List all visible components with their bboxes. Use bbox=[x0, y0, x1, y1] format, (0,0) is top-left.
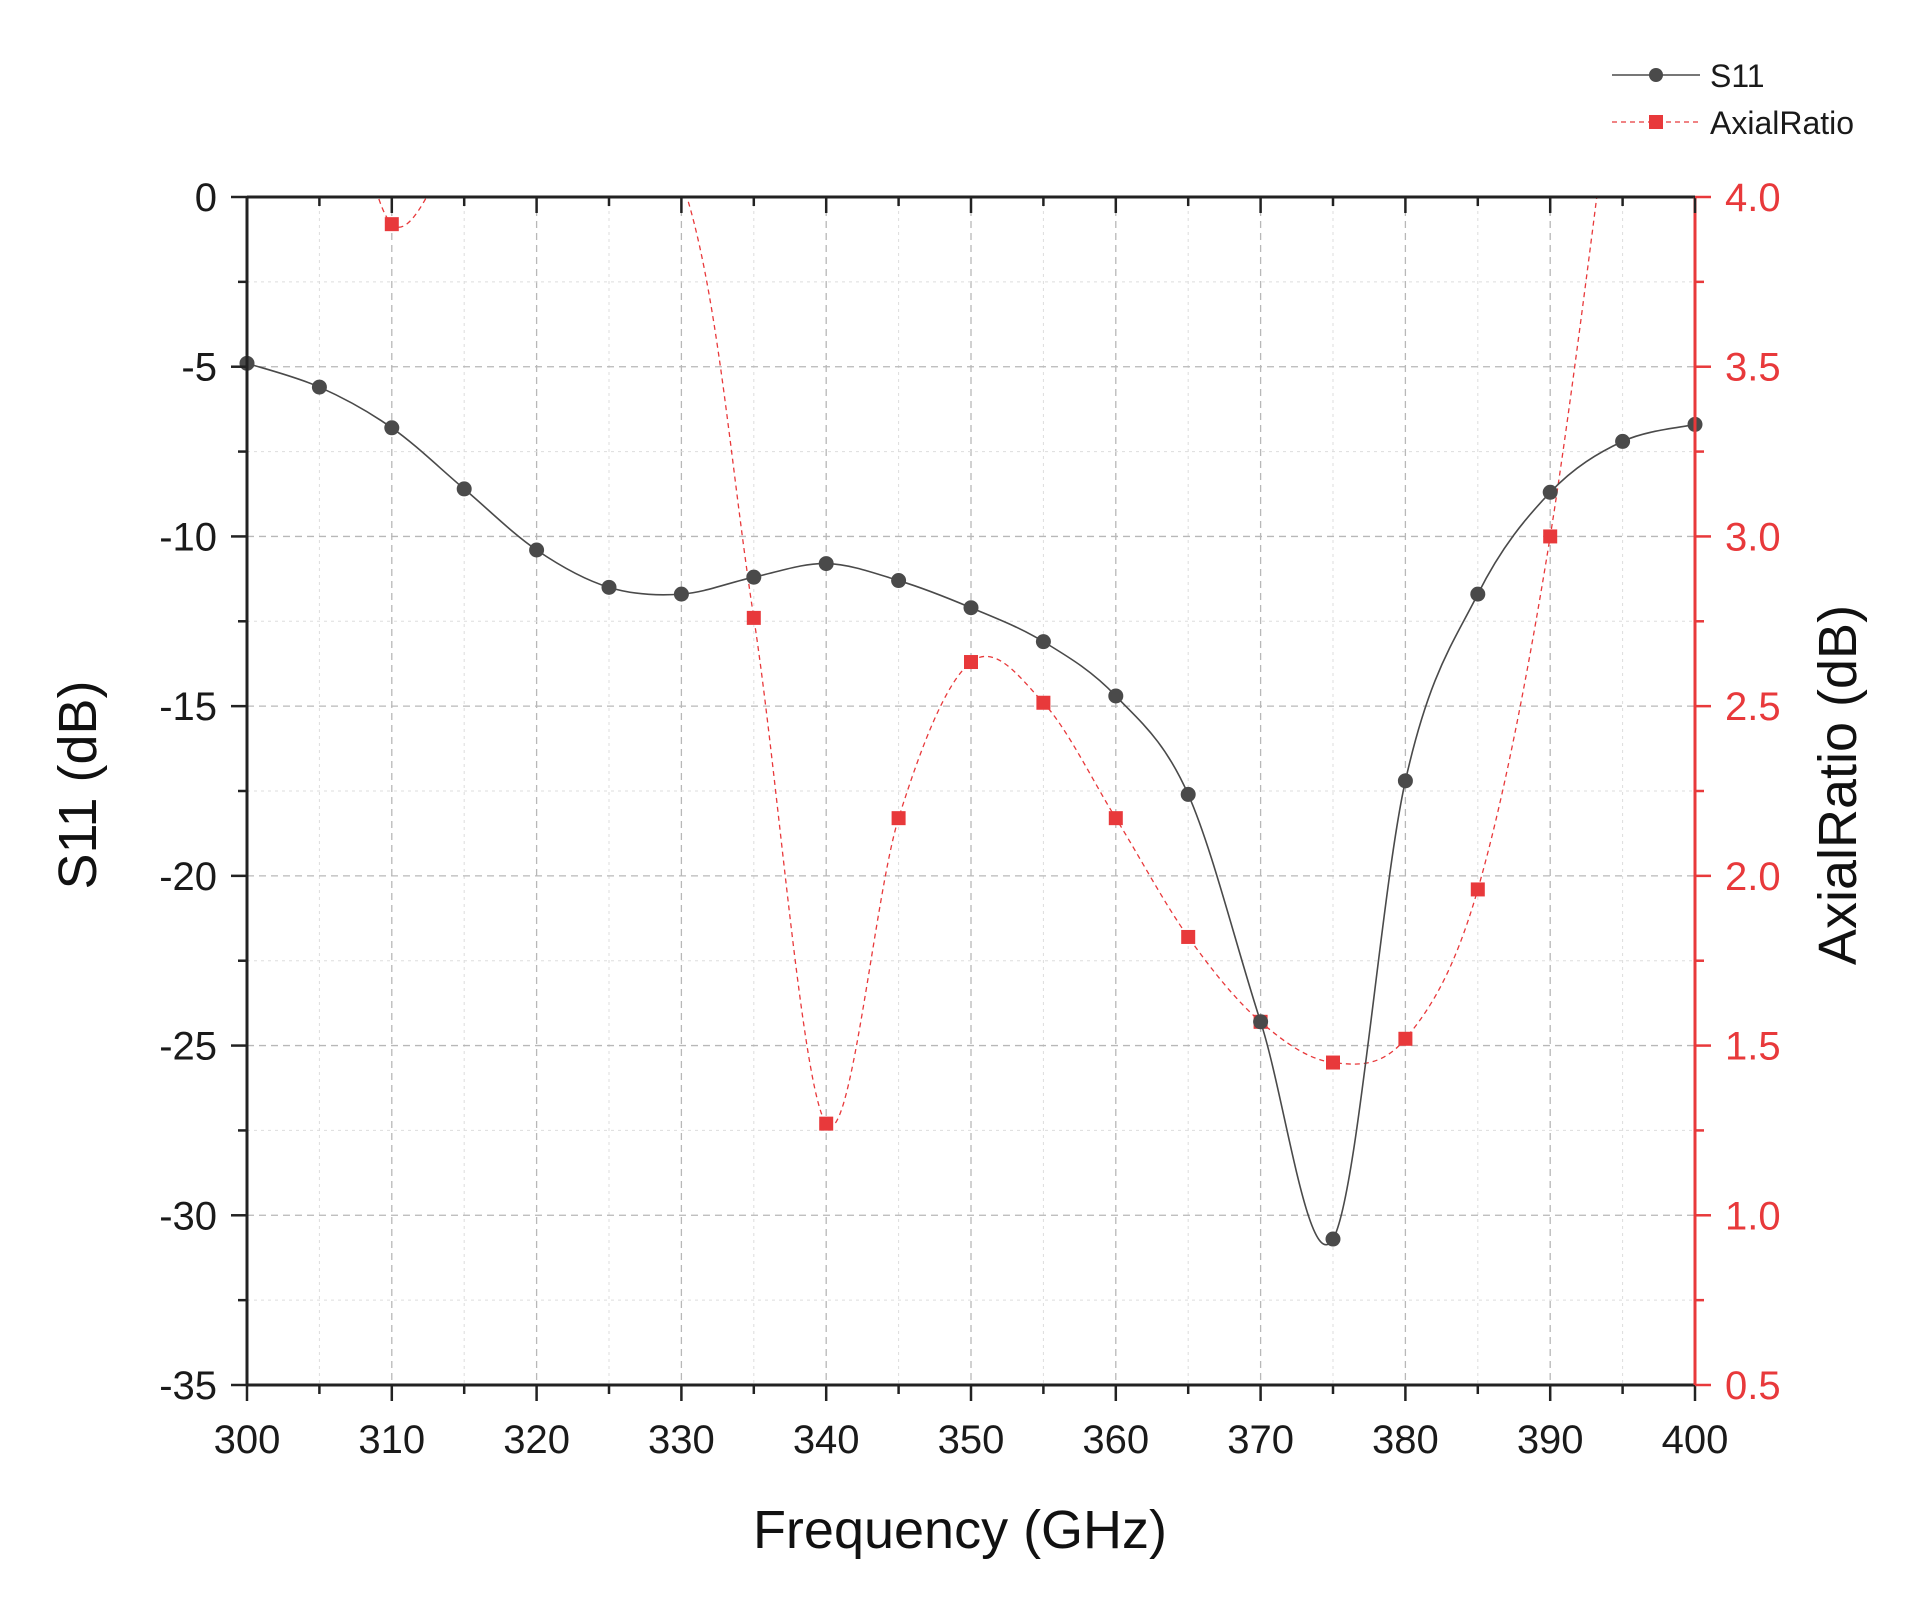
s11-point bbox=[818, 556, 834, 572]
s11-point bbox=[601, 579, 617, 595]
axial-ratio-point bbox=[891, 811, 906, 826]
x-tick-label: 400 bbox=[1662, 1418, 1729, 1462]
x-tick-label: 370 bbox=[1227, 1418, 1294, 1462]
s11-point bbox=[311, 379, 327, 395]
s11-point bbox=[529, 542, 545, 558]
s11-point bbox=[673, 586, 689, 602]
y2-tick-label: 4.0 bbox=[1725, 176, 1781, 220]
axial-ratio-point bbox=[1326, 1055, 1340, 1070]
legend-ar-marker bbox=[1649, 115, 1663, 129]
y-tick-label: -5 bbox=[181, 346, 217, 390]
y2-tick-label: 1.0 bbox=[1725, 1194, 1781, 1238]
axial-ratio-point bbox=[1470, 882, 1485, 897]
y-tick-label: -30 bbox=[159, 1194, 217, 1238]
y-tick-label: -35 bbox=[159, 1364, 217, 1408]
s11-point bbox=[746, 569, 762, 585]
x-tick-label: 320 bbox=[503, 1418, 570, 1462]
axial-ratio-point bbox=[746, 610, 761, 625]
s11-point bbox=[1108, 688, 1124, 704]
axial-ratio-point bbox=[1036, 695, 1051, 710]
legend-s11-label: S11 bbox=[1710, 58, 1765, 94]
axial-ratio-point bbox=[819, 1116, 834, 1131]
y2-tick-label: 2.0 bbox=[1725, 855, 1781, 899]
axial-ratio-point bbox=[1108, 811, 1123, 826]
y2-tick-label: 3.5 bbox=[1725, 346, 1781, 390]
legend: S11 AxialRatio bbox=[1612, 58, 1854, 141]
grid bbox=[247, 197, 1695, 1385]
x-tick-label: 340 bbox=[793, 1418, 860, 1462]
y-tick-label: -15 bbox=[159, 685, 217, 729]
s11-point bbox=[384, 420, 400, 436]
x-tick-label: 390 bbox=[1517, 1418, 1584, 1462]
legend-ar-label: AxialRatio bbox=[1710, 105, 1854, 141]
y-axis-title: S11 (dB) bbox=[48, 680, 108, 889]
x-axis-title: Frequency (GHz) bbox=[753, 1500, 1167, 1560]
axial-ratio-point bbox=[1543, 529, 1558, 544]
axes bbox=[231, 195, 1711, 1401]
s11-point bbox=[1470, 586, 1486, 602]
s11-point bbox=[963, 600, 979, 616]
axial-ratio-point bbox=[384, 217, 399, 232]
x-tick-label: 360 bbox=[1082, 1418, 1149, 1462]
x-tick-label: 380 bbox=[1372, 1418, 1439, 1462]
axial-ratio-line bbox=[377, 197, 1598, 1128]
s11-line bbox=[247, 362, 1695, 1246]
y-tick-label: -10 bbox=[159, 515, 217, 559]
s11-point bbox=[1253, 1014, 1269, 1030]
s11-point bbox=[1180, 786, 1196, 802]
y2-tick-label: 0.5 bbox=[1725, 1364, 1781, 1408]
axial-ratio-point bbox=[1398, 1031, 1413, 1046]
s11-point bbox=[1542, 484, 1558, 500]
s11-point bbox=[1325, 1231, 1341, 1247]
y-tick-label: 0 bbox=[195, 176, 217, 220]
axial-ratio-point bbox=[964, 655, 978, 670]
s11-point bbox=[1397, 773, 1413, 789]
axial-ratio-point bbox=[1181, 929, 1196, 944]
x-tick-label: 350 bbox=[938, 1418, 1005, 1462]
x-tick-label: 310 bbox=[358, 1418, 425, 1462]
y-tick-label: -20 bbox=[159, 855, 217, 899]
s11-point bbox=[456, 481, 472, 497]
tick-labels: 300 310 320 330 340 350 360 370 380 390 400 0 -5 -10 -… bbox=[159, 176, 1780, 1462]
x-tick-label: 330 bbox=[648, 1418, 715, 1462]
s11-point bbox=[891, 573, 907, 589]
s11-point bbox=[1615, 433, 1631, 449]
y-tick-label: -25 bbox=[159, 1025, 217, 1069]
y2-tick-label: 1.5 bbox=[1725, 1025, 1781, 1069]
y2-tick-label: 3.0 bbox=[1725, 515, 1781, 559]
s11-point bbox=[1035, 634, 1051, 650]
y2-axis-title: AxialRatio (dB) bbox=[1808, 605, 1868, 965]
y2-tick-label: 2.5 bbox=[1725, 685, 1781, 729]
x-tick-label: 300 bbox=[214, 1418, 281, 1462]
legend-s11-marker bbox=[1649, 68, 1663, 82]
